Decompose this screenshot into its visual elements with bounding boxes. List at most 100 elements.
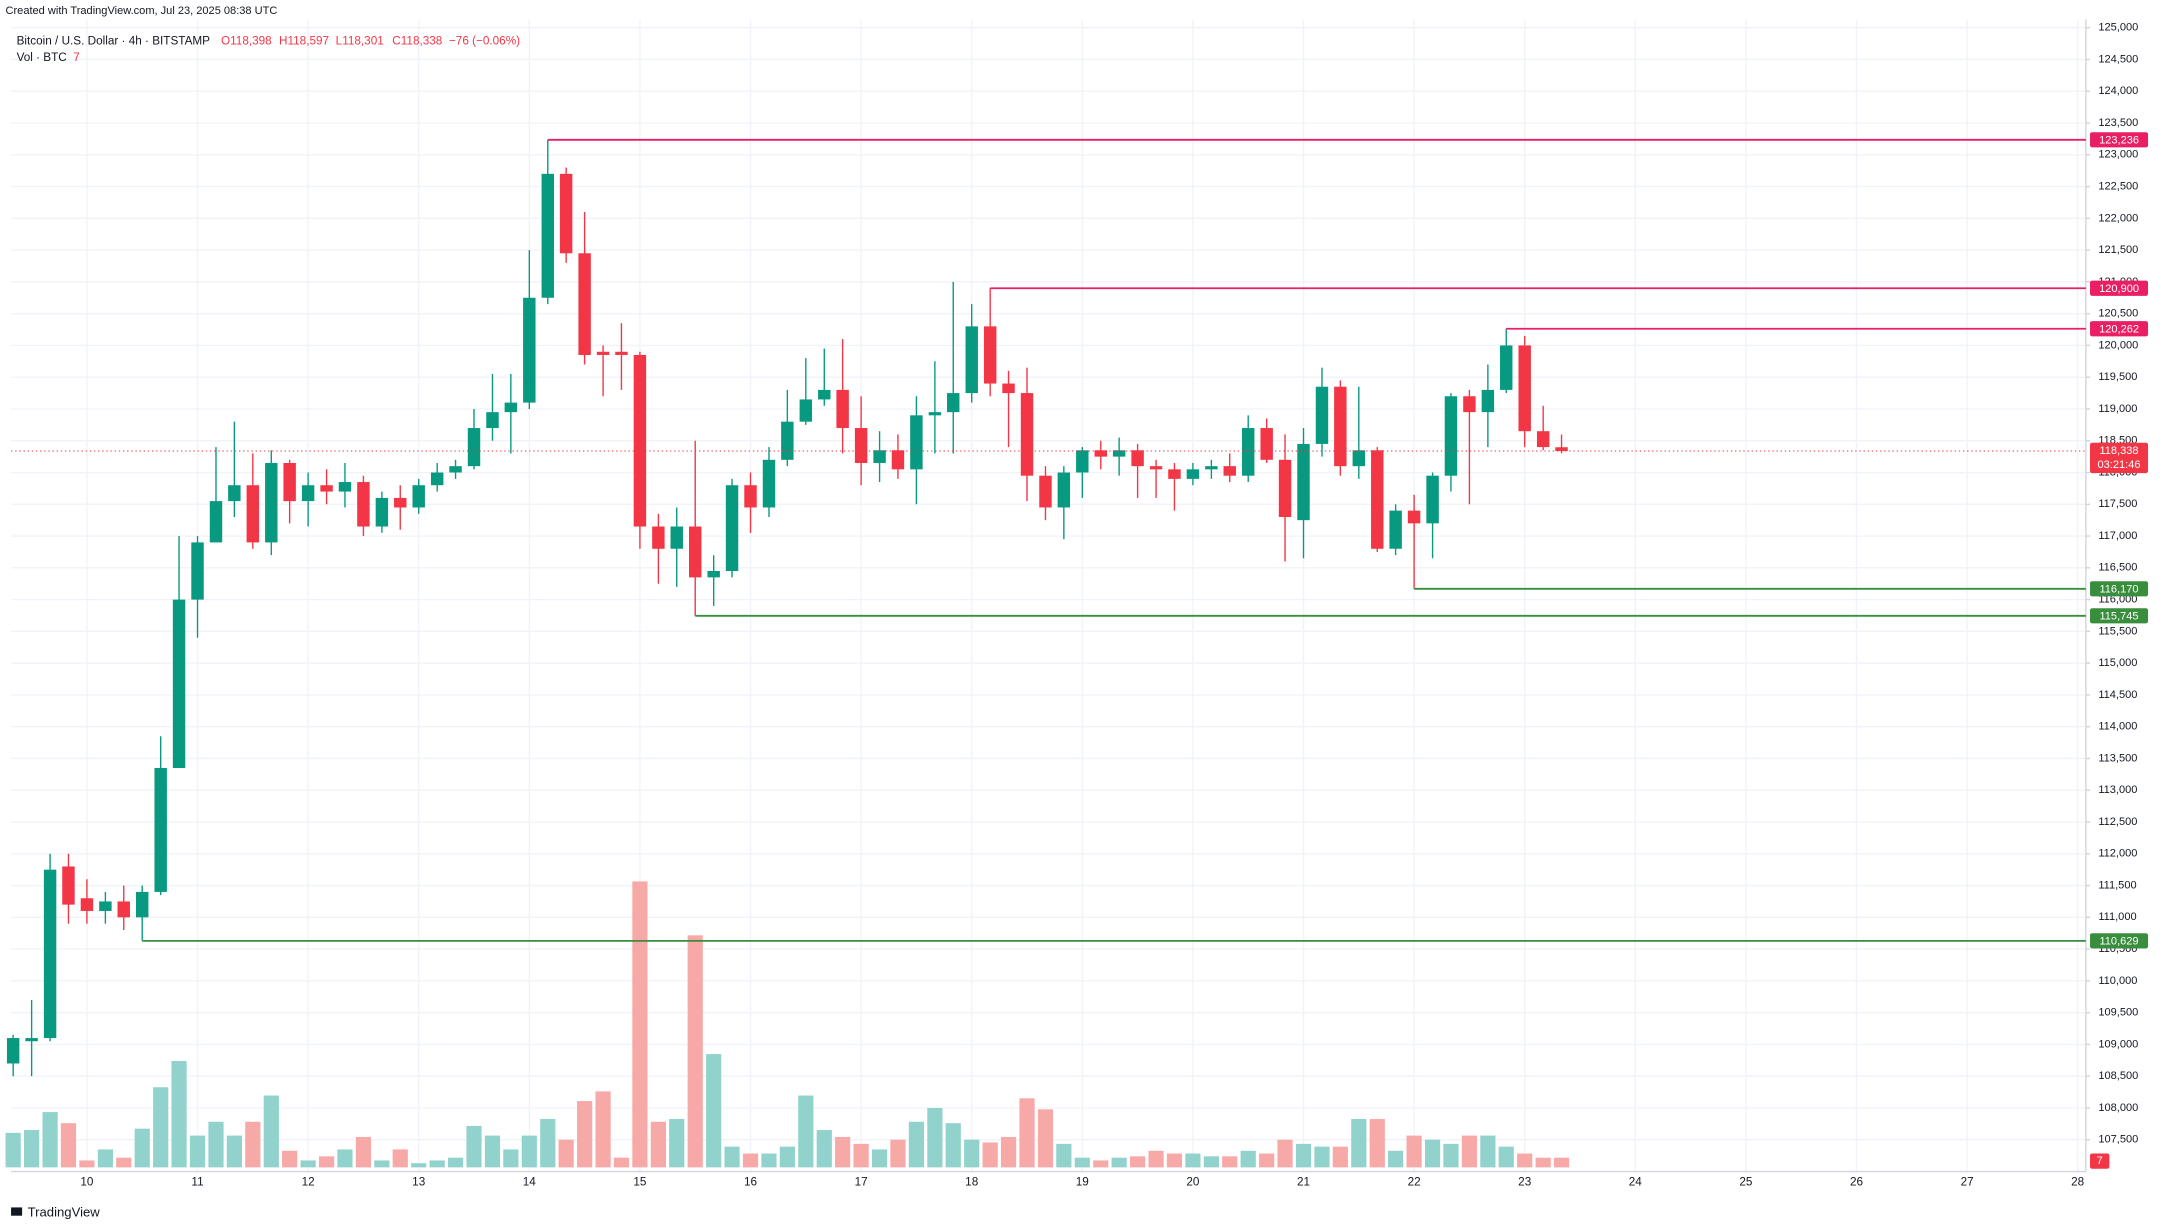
y-tick-label: 119,000 (2098, 403, 2137, 415)
candle-body (633, 354, 647, 527)
volume-bar (263, 1095, 279, 1168)
volume-bar (1461, 1135, 1478, 1168)
y-tick-label: 124,000 (2098, 85, 2138, 97)
volume-bar (1332, 1146, 1348, 1168)
y-tick-label: 110,500 (2098, 943, 2137, 955)
volume-bar (742, 1153, 759, 1168)
candle-body (615, 351, 628, 355)
candle-body (1020, 393, 1034, 476)
x-tick-label: 15 (633, 1176, 647, 1189)
level-label: 116,170 (2099, 583, 2138, 595)
high: H118,597 (279, 35, 329, 48)
level-label: 110,629 (2099, 936, 2138, 948)
y-tick-label: 108,500 (2098, 1070, 2138, 1082)
x-tick-label: 10 (80, 1176, 94, 1189)
y-tick-label: 114,000 (2098, 721, 2137, 733)
volume-bar (79, 1160, 95, 1168)
candle-body (910, 415, 923, 470)
x-tick-label: 21 (1297, 1176, 1310, 1189)
volume-bar (1369, 1119, 1385, 1168)
x-tick-label: 14 (523, 1176, 537, 1189)
countdown: 03:21:46 (2098, 459, 2141, 471)
volume-bar (503, 1149, 519, 1168)
candle-body (1168, 469, 1181, 479)
x-tick-label: 16 (744, 1176, 758, 1189)
y-tick-label: 113,000 (2098, 784, 2137, 796)
candle-body (1186, 469, 1200, 479)
candle-body (430, 472, 444, 486)
volume-bar (1130, 1156, 1146, 1168)
candle-body (1002, 383, 1015, 394)
candle-body (1076, 450, 1089, 473)
candle-body (928, 412, 942, 416)
candle-body (523, 297, 536, 403)
x-tick-label: 25 (1739, 1176, 1753, 1189)
last-price-label: 118,338 (2099, 445, 2138, 457)
logo-mark (11, 1207, 23, 1216)
volume-bar (945, 1123, 961, 1168)
volume-bar (908, 1121, 925, 1168)
candle-body (246, 485, 260, 543)
volume-bar (964, 1139, 980, 1168)
volume-bar (1056, 1143, 1072, 1168)
created-note: Created with TradingView.com, Jul 23, 20… (6, 5, 278, 17)
candle-body (983, 326, 997, 384)
candle-body (947, 393, 960, 413)
y-tick-label: 115,000 (2098, 657, 2137, 669)
level-label-bg (2090, 321, 2149, 337)
volume-bar (116, 1157, 132, 1168)
candle-body (818, 389, 831, 400)
x-tick-label: 26 (1850, 1176, 1864, 1189)
x-tick-label: 28 (2071, 1176, 2085, 1189)
low: L118,301 (336, 35, 384, 48)
level-label: 123,236 (2099, 134, 2139, 146)
volume-bar (374, 1160, 390, 1168)
y-tick-label: 111,500 (2098, 879, 2136, 891)
volume-bar (392, 1149, 408, 1168)
candle-body (1389, 510, 1402, 549)
y-tick-label: 123,000 (2098, 149, 2138, 161)
y-tick-label: 123,500 (2098, 117, 2138, 129)
volume-bar (927, 1107, 943, 1168)
y-tick-label: 120,000 (2098, 339, 2138, 351)
y-tick-label: 119,500 (2098, 371, 2137, 383)
candle-body (1555, 447, 1568, 452)
candle-body (762, 459, 776, 508)
last-price-bg (2090, 442, 2149, 474)
volume-bar (447, 1157, 464, 1168)
volume-bar (1148, 1150, 1164, 1168)
candle-body (1315, 386, 1329, 444)
x-tick-label: 18 (965, 1176, 979, 1189)
y-tick-label: 107,500 (2098, 1134, 2138, 1146)
x-tick-label: 19 (1076, 1176, 1089, 1189)
candle-body (1500, 345, 1513, 390)
candle-body (209, 501, 223, 543)
volume-bar (1240, 1150, 1256, 1168)
candle-body (744, 485, 757, 508)
volume-bar (853, 1143, 869, 1168)
logo: TradingView (11, 1204, 100, 1219)
x-tick-label: 23 (1518, 1176, 1532, 1189)
candle-body (191, 542, 204, 600)
y-tick-label: 116,500 (2098, 562, 2137, 574)
y-tick-label: 109,000 (2098, 1038, 2138, 1050)
candle-body (1241, 428, 1255, 476)
volume-bar (871, 1149, 888, 1168)
volume-bar (355, 1136, 372, 1168)
candle-body (1112, 450, 1126, 457)
volume-bar (337, 1149, 353, 1168)
candle-body (670, 526, 683, 549)
volume-axis-bg (2090, 1153, 2110, 1169)
candle-body (1223, 466, 1236, 476)
volume-bar (1424, 1139, 1441, 1168)
volume-bar (24, 1130, 40, 1168)
volume-bar (411, 1163, 427, 1168)
y-tick-label: 117,500 (2098, 498, 2137, 510)
candle-body (1334, 386, 1347, 467)
volume-bar (1406, 1135, 1422, 1168)
volume-bar (613, 1157, 630, 1168)
candle-body (43, 869, 57, 1039)
candle-body (541, 173, 555, 298)
volume-bar (1093, 1160, 1109, 1168)
